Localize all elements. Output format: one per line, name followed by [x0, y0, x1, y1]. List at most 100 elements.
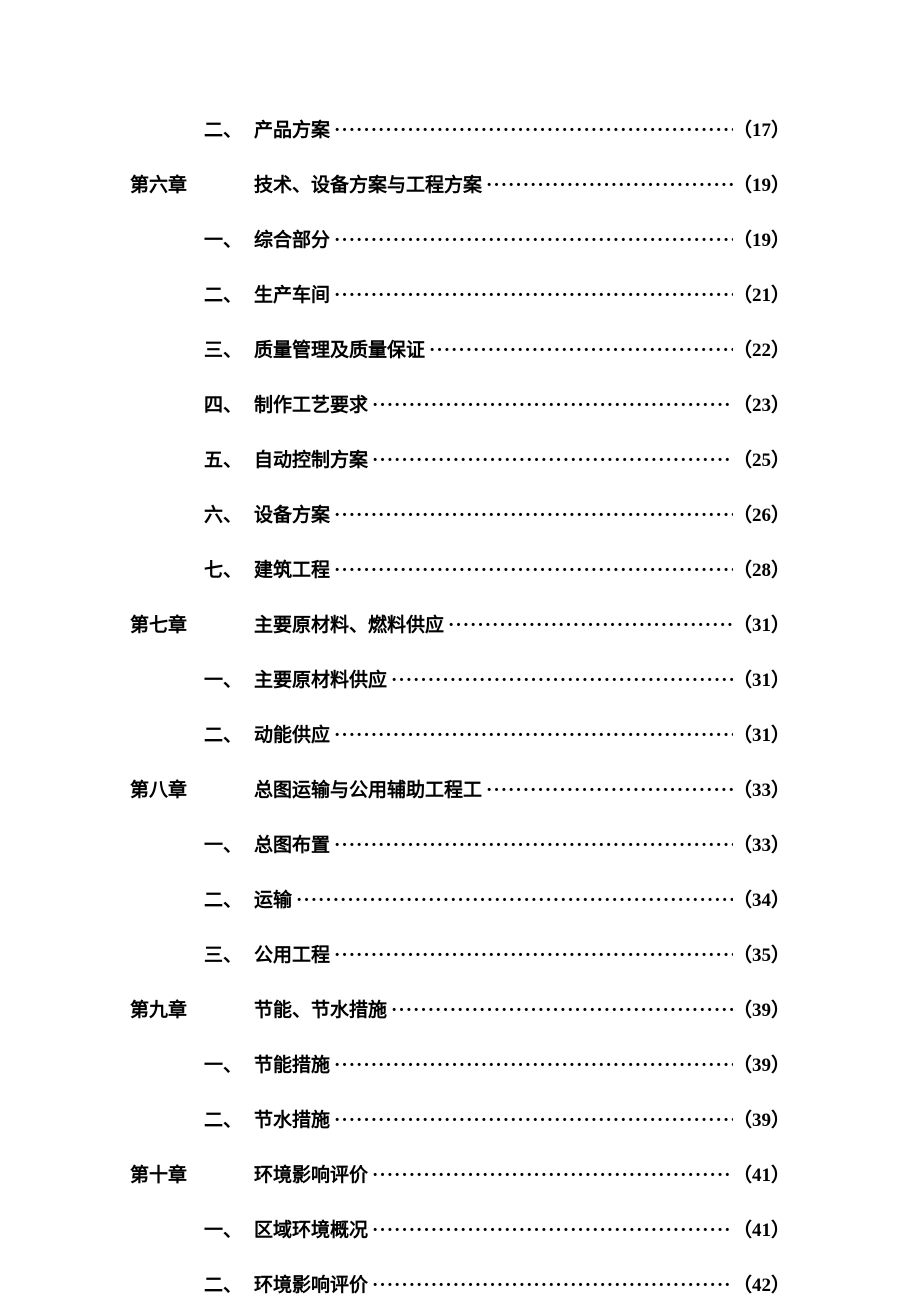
toc-leader-dots: ········································…: [425, 340, 733, 362]
toc-leader-dots: ········································…: [482, 780, 733, 802]
toc-leader-dots: ········································…: [482, 175, 733, 197]
toc-page-number: 25: [733, 445, 790, 472]
toc-page-number: 41: [733, 1160, 790, 1187]
toc-row: 二、运输 ···································…: [130, 885, 790, 912]
toc-section-number: 二、: [130, 720, 254, 747]
toc-title-leader: 总图布置 ···································…: [254, 830, 733, 857]
toc-row: 五、自动控制方案································…: [130, 445, 790, 472]
toc-entry-title: 制作工艺要求: [254, 390, 368, 417]
toc-leader-dots: ········································…: [368, 1220, 733, 1242]
toc-title-leader: 制作工艺要求··································…: [254, 390, 733, 417]
toc-page-number: 39: [733, 1050, 790, 1077]
toc-entry-title: 总图运输与公用辅助工程工: [254, 775, 482, 802]
toc-row: 四、制作工艺要求································…: [130, 390, 790, 417]
toc-entry-title: 节能措施: [254, 1050, 330, 1077]
toc-section-number: 四、: [130, 390, 254, 417]
toc-title-leader: 总图运输与公用辅助工程工 ···························…: [254, 775, 733, 802]
toc-page-number: 31: [733, 720, 790, 747]
toc-title-leader: 区域环境概况 ·································…: [254, 1215, 733, 1242]
toc-leader-dots: ········································…: [330, 1055, 733, 1077]
toc-leader-dots: ········································…: [330, 835, 733, 857]
toc-entry-title: 生产车间: [254, 280, 330, 307]
toc-title-leader: 质量管理及质量保证·······························…: [254, 335, 733, 362]
toc-leader-dots: ········································…: [368, 1165, 733, 1187]
toc-title-leader: 运输 ·····································…: [254, 885, 733, 912]
toc-title-leader: 节水措施 ···································…: [254, 1105, 733, 1132]
toc-leader-dots: ········································…: [330, 285, 733, 307]
toc-section-number: 二、: [130, 280, 254, 307]
toc-page-number: 31: [733, 610, 790, 637]
toc-chapter-number: 第七章: [130, 610, 200, 637]
toc-page-number: 33: [733, 775, 790, 802]
toc-entry-title: 技术、设备方案与工程方案: [254, 170, 482, 197]
toc-entry-title: 主要原材料、燃料供应: [254, 610, 444, 637]
toc-title-leader: 建筑工程····································…: [254, 555, 733, 582]
toc-entry-title: 综合部分: [254, 225, 330, 252]
toc-entry-title: 公用工程: [254, 940, 330, 967]
toc-section-number: 一、: [130, 225, 254, 252]
toc-title-leader: 节能、节水措施 ································…: [254, 995, 733, 1022]
toc-leader-dots: ········································…: [330, 230, 733, 252]
toc-row: 第十章环境影响评价 ······························…: [130, 1160, 790, 1187]
toc-page-number: 42: [733, 1270, 790, 1297]
toc-entry-title: 环境影响评价: [254, 1160, 368, 1187]
toc-leader-dots: ········································…: [387, 1000, 733, 1022]
toc-page-number: 21: [733, 280, 790, 307]
toc-page-number: 33: [733, 830, 790, 857]
toc-title-leader: 自动控制方案··································…: [254, 445, 733, 472]
toc-page-number: 22: [733, 335, 790, 362]
toc-row: 三、质量管理及质量保证·····························…: [130, 335, 790, 362]
toc-entry-title: 质量管理及质量保证: [254, 335, 425, 362]
toc-section-number: 一、: [130, 665, 254, 692]
toc-chapter-number: 第九章: [130, 995, 200, 1022]
toc-leader-dots: ········································…: [368, 395, 733, 417]
toc-section-number: 二、: [130, 885, 254, 912]
toc-leader-dots: ········································…: [444, 615, 733, 637]
table-of-contents: 二、 产品方案 ·································…: [130, 115, 790, 1297]
toc-page-number: 19: [733, 225, 790, 252]
toc-entry-title: 运输: [254, 885, 292, 912]
toc-title-leader: 环境影响评价 ·································…: [254, 1160, 733, 1187]
toc-row: 一、主要原材料供应·······························…: [130, 665, 790, 692]
toc-title-leader: 技术、设备方案与工程方案 ···························…: [254, 170, 733, 197]
toc-row: 一、总图布置 ·································…: [130, 830, 790, 857]
toc-page-number: 19: [733, 170, 790, 197]
toc-leader-dots: ········································…: [292, 890, 733, 912]
toc-title-leader: 综合部分····································…: [254, 225, 733, 252]
toc-entry-title: 自动控制方案: [254, 445, 368, 472]
toc-leader-dots: ········································…: [330, 1110, 733, 1132]
toc-page-number: 41: [733, 1215, 790, 1242]
toc-title-leader: 节能措施 ···································…: [254, 1050, 733, 1077]
toc-entry-title: 环境影响评价: [254, 1270, 368, 1297]
toc-chapter-number: 第八章: [130, 775, 200, 802]
toc-title-leader: 生产车间····································…: [254, 280, 733, 307]
toc-row: 二、节水措施 ·································…: [130, 1105, 790, 1132]
toc-page-number: 17: [733, 115, 790, 142]
toc-entry-title: 区域环境概况: [254, 1215, 368, 1242]
toc-page-number: 26: [733, 500, 790, 527]
toc-title-leader: 公用工程 ···································…: [254, 940, 733, 967]
toc-entry-title: 节能、节水措施: [254, 995, 387, 1022]
toc-page-number: 28: [733, 555, 790, 582]
toc-page-number: 35: [733, 940, 790, 967]
toc-section-number: 七、: [130, 555, 254, 582]
toc-row: 一、区域环境概况 ·······························…: [130, 1215, 790, 1242]
toc-row: 三、公用工程 ·································…: [130, 940, 790, 967]
toc-row: 第七章 主要原材料、燃料供应···························…: [130, 610, 790, 637]
toc-leader-dots: ········································…: [330, 725, 733, 747]
toc-leader-dots: ········································…: [368, 450, 733, 472]
toc-row: 六、设备方案··································…: [130, 500, 790, 527]
toc-leader-dots: ········································…: [330, 505, 733, 527]
toc-row: 第八章 总图运输与公用辅助工程工 ························…: [130, 775, 790, 802]
toc-leader-dots: ········································…: [330, 120, 733, 142]
toc-row: 二、环境影响评价 ·······························…: [130, 1270, 790, 1297]
toc-title-leader: 产品方案 ···································…: [254, 115, 733, 142]
toc-page-number: 34: [733, 885, 790, 912]
toc-entry-title: 动能供应: [254, 720, 330, 747]
toc-leader-dots: ········································…: [330, 945, 733, 967]
toc-section-number: 一、: [130, 1050, 254, 1077]
toc-section-number: 五、: [130, 445, 254, 472]
toc-entry-title: 产品方案: [254, 115, 330, 142]
toc-page-number: 31: [733, 665, 790, 692]
toc-row: 第九章 节能、节水措施 ·····························…: [130, 995, 790, 1022]
